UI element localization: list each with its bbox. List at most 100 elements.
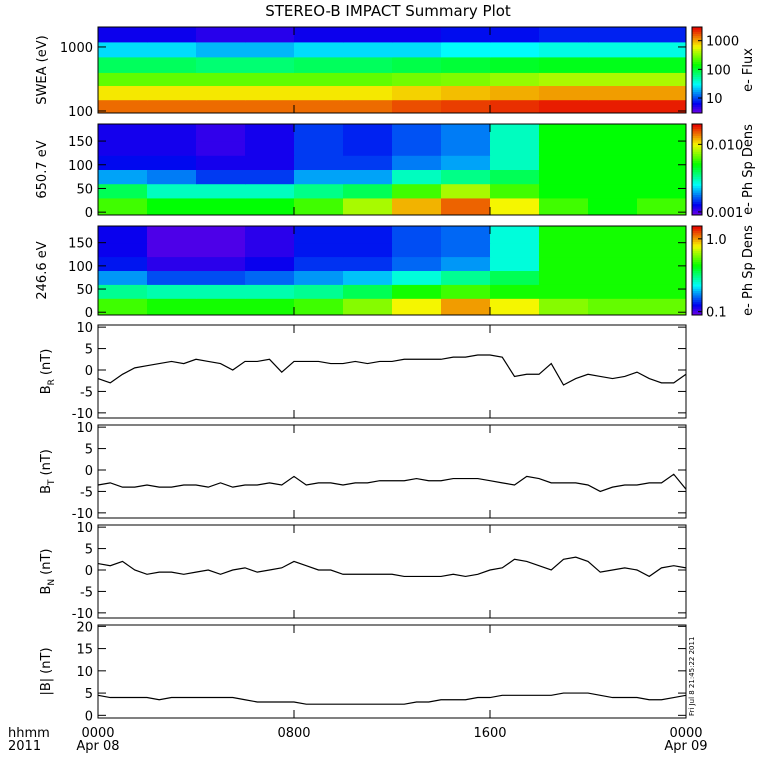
heatmap-cell xyxy=(490,298,540,316)
colorbar-step xyxy=(692,241,702,245)
heatmap-cell xyxy=(588,183,638,199)
colorbar-step xyxy=(692,44,702,47)
heatmap-cell xyxy=(147,99,197,114)
colorbar-step xyxy=(692,301,702,305)
heatmap-cell xyxy=(392,141,442,156)
heatmap-cell xyxy=(147,197,197,216)
heatmap-cell xyxy=(392,56,442,73)
heatmap-cell xyxy=(637,256,687,271)
heatmap-cell xyxy=(343,242,393,258)
heatmap-cell xyxy=(343,141,393,156)
heatmap-cell xyxy=(441,270,491,285)
colorbar-tick-label: 0.001 xyxy=(706,206,743,221)
colorbar-step xyxy=(692,208,702,211)
heatmap-cell xyxy=(343,56,393,73)
colorbar-step xyxy=(692,183,702,186)
colorbar-step xyxy=(692,259,702,263)
colorbar-step xyxy=(692,178,702,182)
heatmap-cell xyxy=(294,256,344,271)
colorbar-step xyxy=(692,139,702,143)
y-tick-label: 0 xyxy=(85,709,93,724)
heatmap-cell xyxy=(245,85,295,101)
y-tick-label: 0 xyxy=(85,306,93,321)
colorbar-step xyxy=(692,203,702,207)
y-tick-label: 10 xyxy=(76,521,93,536)
y-tick-label: -5 xyxy=(80,485,93,500)
colorbar-tick-label: 100 xyxy=(706,63,731,78)
heatmap-cell xyxy=(343,256,393,271)
heatmap-cell xyxy=(490,56,540,73)
colorbar-step xyxy=(692,185,702,189)
heatmap-cell xyxy=(294,298,344,316)
heatmap-cell xyxy=(637,72,687,87)
colorbar-step xyxy=(692,250,702,254)
colorbar-step xyxy=(692,164,702,168)
heatmap-cell xyxy=(245,56,295,73)
colorbar-step xyxy=(692,268,702,271)
colorbar-step xyxy=(692,31,702,34)
heatmap-cell xyxy=(294,270,344,285)
heatmap-cell xyxy=(343,85,393,101)
heatmap-cell xyxy=(196,85,246,101)
colorbar-step xyxy=(692,158,702,161)
colorbar-step xyxy=(692,171,702,175)
x-date-label: Apr 08 xyxy=(76,739,119,754)
colorbar-tick-label: 1.0 xyxy=(706,233,727,248)
heatmap-cell xyxy=(588,284,638,299)
heatmap-cell xyxy=(98,197,148,216)
heatmap-cell xyxy=(245,99,295,114)
plot-frame xyxy=(97,225,687,316)
colorbar-step xyxy=(692,59,702,62)
heatmap-cell xyxy=(441,169,491,185)
heatmap-cell xyxy=(539,72,589,87)
heatmap-cell xyxy=(245,226,295,244)
colorbar-step xyxy=(692,303,702,307)
heatmap-cell xyxy=(147,27,197,43)
heatmap-cell xyxy=(392,270,442,285)
colorbar-step xyxy=(692,42,702,45)
heatmap-cell xyxy=(343,72,393,87)
heatmap-cell xyxy=(147,270,197,285)
y-tick-label: 5 xyxy=(85,343,93,358)
colorbar-step xyxy=(692,89,702,92)
heatmap-cell xyxy=(294,226,344,244)
heatmap-cell xyxy=(343,124,393,142)
colorbar-step xyxy=(692,192,702,196)
heatmap-cell xyxy=(245,27,295,43)
heatmap-cell xyxy=(490,85,540,101)
colorbar-step xyxy=(692,230,702,234)
heatmap-cell xyxy=(490,27,540,43)
heatmap-cell xyxy=(196,226,246,244)
heatmap-cell xyxy=(490,242,540,258)
heatmap-cell xyxy=(588,141,638,156)
chart-title: STEREO-B IMPACT Summary Plot xyxy=(265,2,511,20)
colorbar-step xyxy=(692,135,702,139)
y-tick-label: 100 xyxy=(68,159,93,174)
heatmap-cell xyxy=(294,141,344,156)
heatmap-cell xyxy=(588,99,638,114)
colorbar-step xyxy=(692,124,702,127)
heatmap-cell xyxy=(196,72,246,87)
heatmap-cell xyxy=(392,242,442,258)
heatmap-cell xyxy=(147,256,197,271)
y-tick-label: -5 xyxy=(80,585,93,600)
colorbar-step xyxy=(692,261,702,265)
heatmap-cell xyxy=(196,41,246,58)
data-line xyxy=(97,473,687,493)
colorbar-step xyxy=(692,281,702,285)
colorbar-step xyxy=(692,87,702,90)
heatmap-cell xyxy=(637,169,687,185)
colorbar-step xyxy=(692,246,702,249)
heatmap-cell xyxy=(196,27,246,43)
heatmap-cell xyxy=(98,41,148,58)
heatmap-cell xyxy=(441,124,491,142)
heatmap-cell xyxy=(637,155,687,170)
heatmap-cell xyxy=(245,155,295,170)
colorbar-step xyxy=(692,243,702,247)
heatmap-cell xyxy=(343,197,393,216)
hhmm-label: hhmm xyxy=(8,726,50,741)
y-label-unit: (nT) xyxy=(39,549,54,575)
heatmap-cell xyxy=(539,226,589,244)
heatmap-cell xyxy=(392,226,442,244)
heatmap-cell xyxy=(245,72,295,87)
